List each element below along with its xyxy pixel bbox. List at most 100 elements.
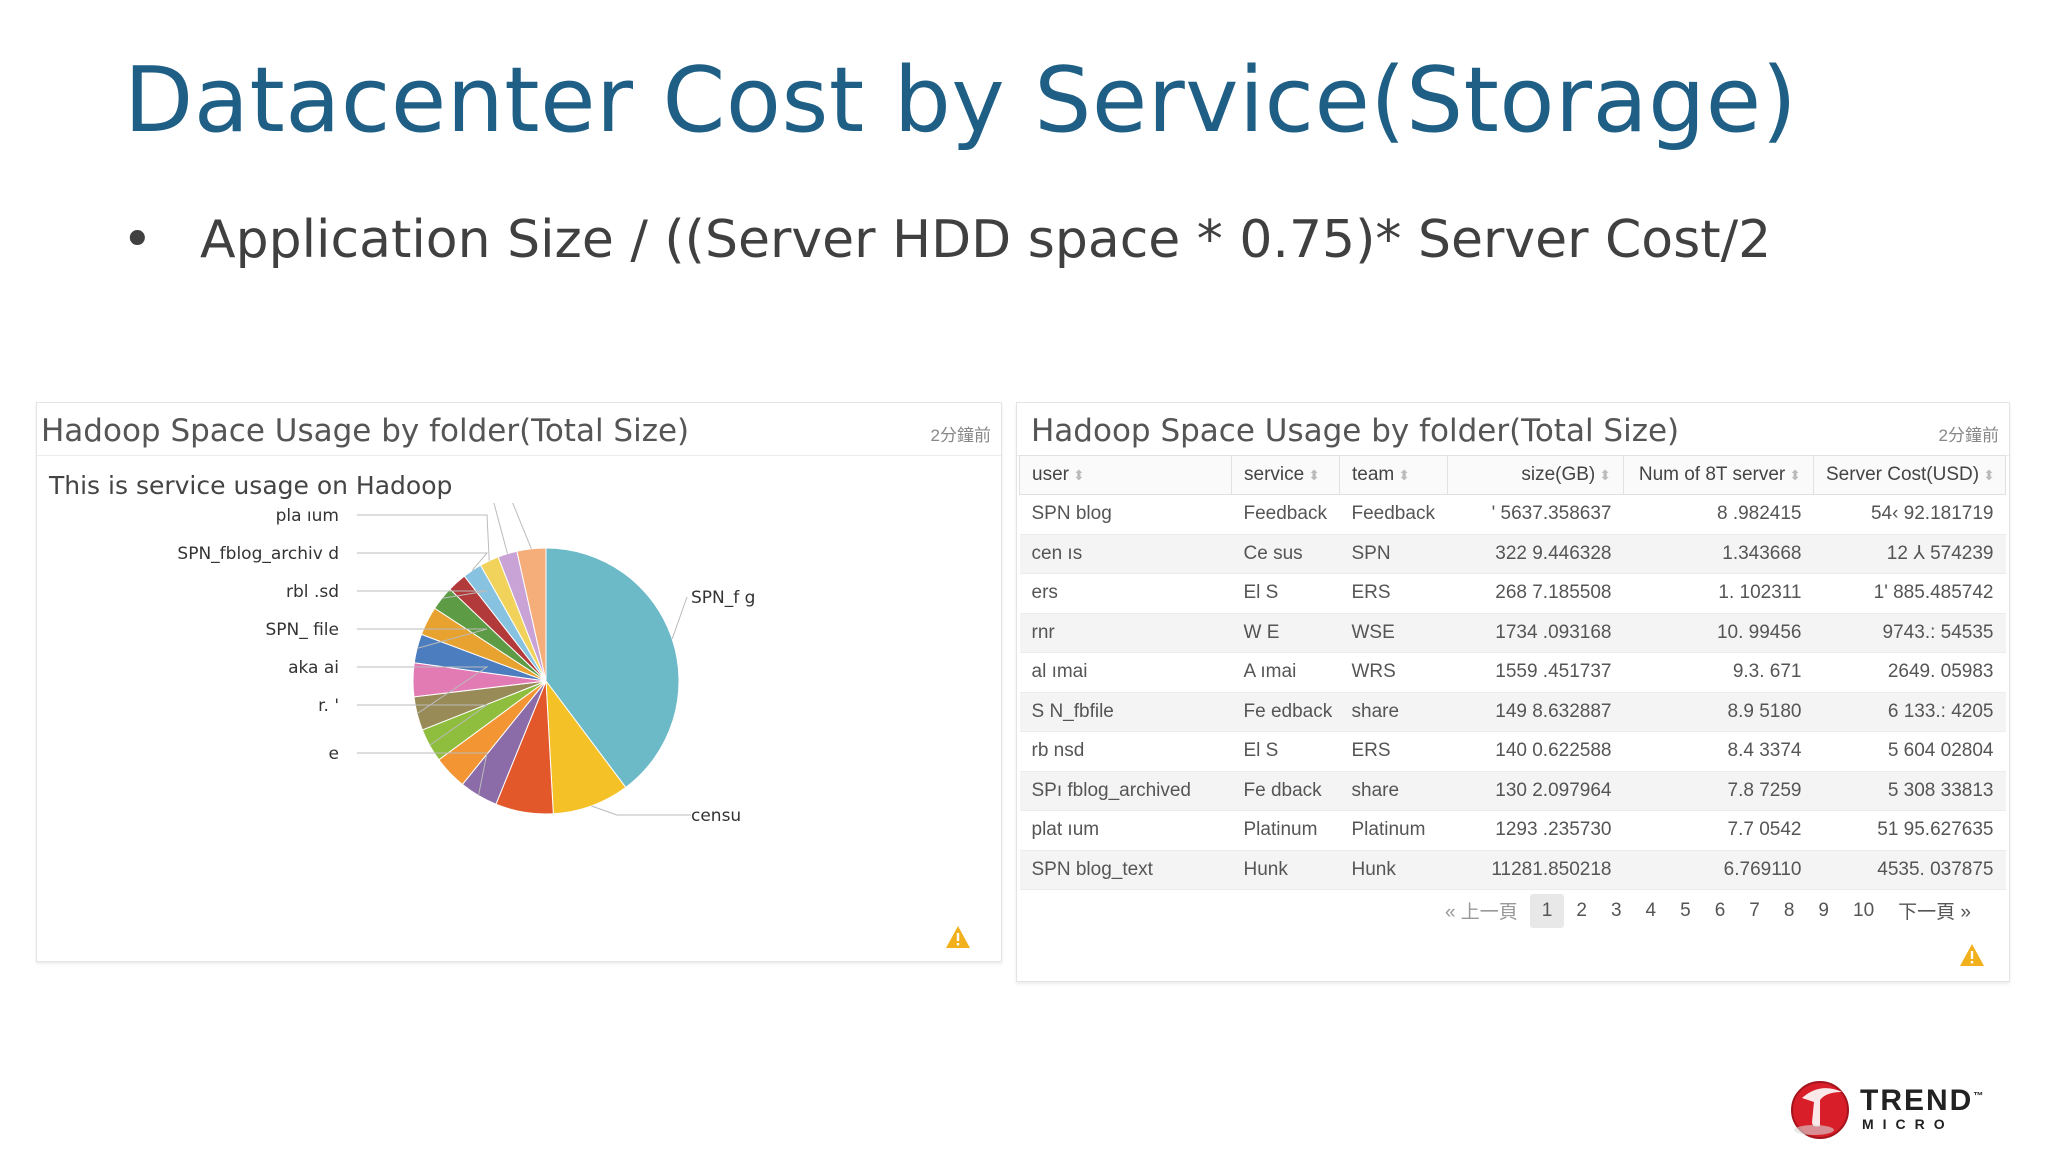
table-cell: Feedback <box>1231 494 1340 535</box>
table-header-row: user ⬍ service ⬍ team ⬍ size(GB) ⬍ Num of 8T… <box>1019 455 2006 495</box>
pagination-page[interactable]: 1 <box>1529 893 1565 928</box>
table-cell: 51 95.627635 <box>1813 810 2006 851</box>
pie-label: r. ' <box>318 696 339 716</box>
table-cell: 10. 99456 <box>1623 613 1814 653</box>
table-cell: SPN blog <box>1019 494 1232 535</box>
logo-wordmark: TREND™ <box>1860 1084 1986 1117</box>
table-cell: 322 9.446328 <box>1447 534 1624 574</box>
pie-label: SPN_ file <box>265 620 339 640</box>
table-cell: plat ıum <box>1019 810 1232 851</box>
pagination-page[interactable]: 4 <box>1645 899 1657 921</box>
pagination-page[interactable]: 7 <box>1749 899 1760 921</box>
column-header-servers[interactable]: Num of 8T server ⬍ <box>1623 455 1814 495</box>
panel-timestamp: 2分鐘前 <box>1938 426 1999 445</box>
sort-icon: ⬍ <box>1599 467 1611 483</box>
table-cell: 130 2.097964 <box>1447 771 1624 811</box>
sort-icon: ⬍ <box>1398 467 1410 483</box>
pie-leader-line <box>357 552 489 571</box>
table-row[interactable]: S N_fbfile Fe edback share 149 8.632887 8.9 … <box>1019 692 2006 732</box>
table-cell: 12 ⅄ 574239 <box>1813 534 2006 574</box>
bullet-item: • Application Size / ((Server HDD space *… <box>122 210 1771 270</box>
bullet-symbol: • <box>122 210 153 270</box>
table-cell: SPN <box>1339 534 1448 574</box>
pie-leader-line <box>357 628 488 649</box>
table-row[interactable]: SPN blog_text Hunk Hunk 11281.850218 6.76911… <box>1019 850 2006 890</box>
pagination-page[interactable]: 8 <box>1783 899 1795 921</box>
table-cell: Ce sus <box>1231 534 1340 574</box>
column-header-team[interactable]: team ⬍ <box>1339 455 1448 495</box>
panel-header: Hadoop Space Usage by folder(Total Size)… <box>1017 403 2009 456</box>
pagination-page[interactable]: 3 <box>1610 899 1622 921</box>
pie-slice[interactable] <box>545 679 627 815</box>
table-cell: rnr <box>1019 613 1232 653</box>
table-cell: 8.4 3374 <box>1623 731 1814 772</box>
pagination-next[interactable]: 下一頁 » <box>1898 902 1971 923</box>
pagination-prev[interactable]: « 上一頁 <box>1444 902 1518 923</box>
table-cell: 11281.850218 <box>1447 850 1624 890</box>
table-row[interactable]: rb nsd El S ERS 140 0.622588 8.4 3374 5 604 0… <box>1019 731 2006 772</box>
table-row[interactable]: SPN blog Feedback Feedback ' 5637.358637 8 .… <box>1019 494 2006 535</box>
table-cell: share <box>1339 692 1448 732</box>
table-cell: 1734 .093168 <box>1447 613 1624 653</box>
pagination-page[interactable]: 10 <box>1853 899 1875 921</box>
table-row[interactable]: SPı fblog_archived Fe dback share 130 2.097… <box>1019 771 2006 811</box>
table-row[interactable]: rnr W E WSE 1734 .093168 10. 99456 9743.: 545… <box>1019 613 2006 653</box>
table-cell: 5 604 02804 <box>1813 731 2006 772</box>
table-cell: Platinum <box>1231 810 1340 851</box>
panel-description: This is service usage on Hadoop <box>49 471 453 500</box>
column-header-cost[interactable]: Server Cost(USD) ⬍ <box>1813 455 2006 495</box>
table-cell: 268 7.185508 <box>1447 573 1624 614</box>
pie-label: rbl .sd <box>286 582 339 602</box>
table-cell: 6 133.: 4205 <box>1813 692 2006 732</box>
table-cell: Platinum <box>1339 810 1448 851</box>
pie-leader-line <box>671 596 688 640</box>
pie-slice[interactable] <box>545 547 680 789</box>
table-cell: 140 0.622588 <box>1447 731 1624 772</box>
pie-leader-line <box>357 704 489 746</box>
table-cell: 4535. 037875 <box>1813 850 2006 890</box>
table-cell: 1.343668 <box>1623 534 1814 574</box>
pagination-page[interactable]: 5 <box>1680 899 1691 921</box>
bullet-text: Application Size / ((Server HDD space * … <box>200 210 1772 270</box>
sort-icon: ⬍ <box>1308 467 1320 483</box>
table-cell: WSE <box>1339 613 1448 653</box>
table-row[interactable]: ers El S ERS 268 7.185508 1. 102311 1' 885.48… <box>1019 573 2006 614</box>
table-row[interactable]: al ımai A ımai WRS 1559 .451737 9.3. 671 2649… <box>1019 652 2006 693</box>
table-cell: 9.3. 671 <box>1623 652 1814 693</box>
table-cell: 149 8.632887 <box>1447 692 1624 732</box>
pagination-page[interactable]: 2 <box>1576 899 1587 921</box>
table-cell: cen ıs <box>1019 534 1232 574</box>
pie-label: SPN_f g <box>691 588 755 608</box>
table-cell: 7.8 7259 <box>1623 771 1814 811</box>
table-cell: 2649. 05983 <box>1813 652 2006 693</box>
table-cell: 54‹ 92.181719 <box>1813 494 2006 535</box>
pie-leader-line <box>357 752 488 796</box>
trend-micro-logo: TREND™ MICRO <box>1790 1078 1983 1140</box>
logo-subtext: MICRO <box>1862 1116 1954 1132</box>
table-cell: rb nsd <box>1019 731 1232 772</box>
panel-header: Hadoop Space Usage by folder(Total Size)… <box>37 403 1001 456</box>
pie-label: e <box>329 744 339 764</box>
table-cell: share <box>1339 771 1448 811</box>
pagination-page[interactable]: 9 <box>1818 899 1829 921</box>
table-cell: Feedback <box>1339 494 1448 535</box>
sort-icon: ⬍ <box>1983 467 1995 483</box>
warning-icon[interactable] <box>945 925 971 949</box>
table-cell: 8.9 5180 <box>1623 692 1814 732</box>
column-header-user[interactable]: user ⬍ <box>1019 455 1232 495</box>
table-cell: ERS <box>1339 731 1448 772</box>
pie-label: aka ai <box>288 658 339 678</box>
column-header-service[interactable]: service ⬍ <box>1231 455 1340 495</box>
slide-title: Datacenter Cost by Service(Storage) <box>124 48 1798 153</box>
table-cell: 1. 102311 <box>1623 573 1814 614</box>
pagination-page[interactable]: 6 <box>1714 899 1726 921</box>
sort-icon: ⬍ <box>1072 467 1085 483</box>
table-cell: ers <box>1019 573 1232 614</box>
table-row[interactable]: plat ıum Platinum Platinum 1293 .235730 7.7 … <box>1019 810 2006 851</box>
table-cell: SPı fblog_archived <box>1019 771 1232 811</box>
table-row[interactable]: cen ıs Ce sus SPN 322 9.446328 1.343668 12 ⅄… <box>1019 534 2006 574</box>
table-cell: 1559 .451737 <box>1447 652 1624 693</box>
column-header-size[interactable]: size(GB) ⬍ <box>1447 455 1624 495</box>
pie-leader-line <box>493 503 508 554</box>
warning-icon[interactable] <box>1959 943 1985 967</box>
